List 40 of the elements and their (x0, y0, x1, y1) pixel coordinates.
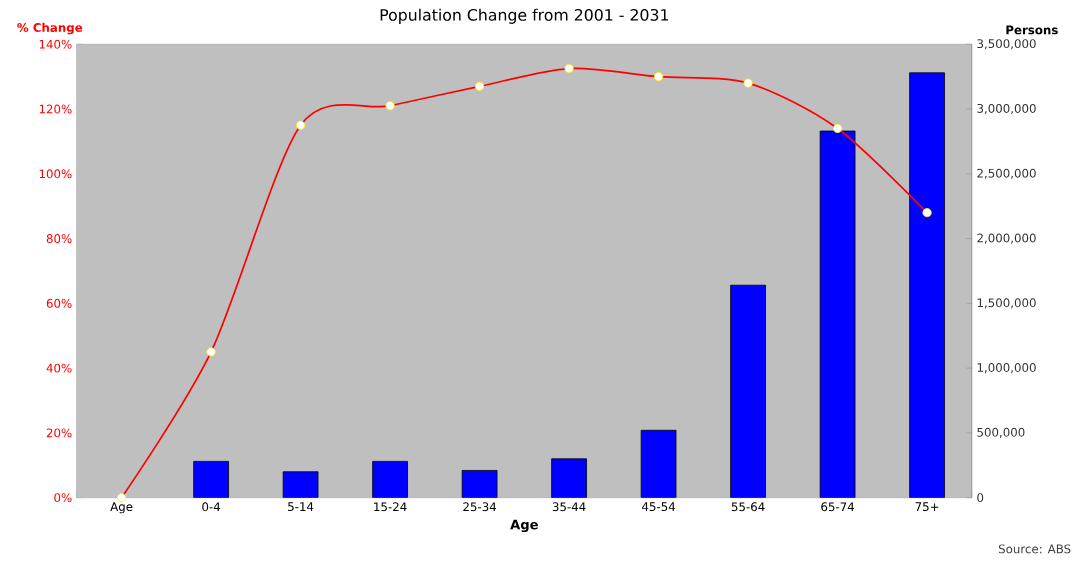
x-tick-label: 45-54 (642, 502, 676, 512)
bar (730, 285, 766, 498)
y-tick-label: 80% (46, 234, 72, 244)
x-tick-label: 25-34 (463, 502, 497, 512)
x-tick-label: Age (110, 502, 133, 514)
y2-tick-label: 3,500,000 (977, 39, 1036, 50)
bar (282, 471, 319, 498)
y2-tick-label: 1,500,000 (977, 298, 1036, 309)
x-tick-label: 0-4 (202, 502, 221, 512)
y-tick-label: 140% (39, 39, 72, 49)
bar (193, 461, 229, 498)
y2-tick-label: 2,500,000 (977, 168, 1036, 180)
x-tick-label: 65-74 (821, 502, 855, 512)
chart-title: Population Change from 2001 - 2031 (380, 8, 669, 25)
y-tick-label: 40% (46, 363, 72, 373)
y2-tick-label: 1,000,000 (977, 363, 1036, 374)
y2-tick-label: 2,000,000 (977, 233, 1036, 244)
x-tick-label: 55-64 (731, 502, 765, 512)
y2-axis-title: Persons (1006, 25, 1058, 35)
x-axis-title: Age (510, 519, 538, 533)
x-tick-label: 75+ (915, 502, 939, 512)
y-tick-label: 60% (46, 299, 72, 308)
y2-tick-label: 3,000,000 (977, 104, 1036, 115)
y2-tick-label: 500,000 (977, 428, 1025, 439)
y-tick-label: 100% (39, 169, 72, 179)
y-tick-label: 120% (39, 104, 72, 114)
bar (461, 470, 498, 498)
x-tick-label: 5-14 (288, 502, 314, 512)
y2-tick-label: 0 (977, 493, 984, 503)
x-tick-label: 35-44 (552, 502, 586, 512)
bar (819, 130, 856, 498)
x-tick-label: 15-24 (374, 502, 407, 512)
bar (551, 458, 587, 498)
bar (909, 72, 945, 498)
y-axis-title: % Change (17, 23, 83, 35)
y-tick-label: 20% (46, 428, 72, 438)
source-note: Source: ABS (998, 544, 1071, 554)
bar (372, 461, 408, 498)
y-tick-label: 0% (54, 493, 72, 503)
bar (640, 430, 677, 498)
